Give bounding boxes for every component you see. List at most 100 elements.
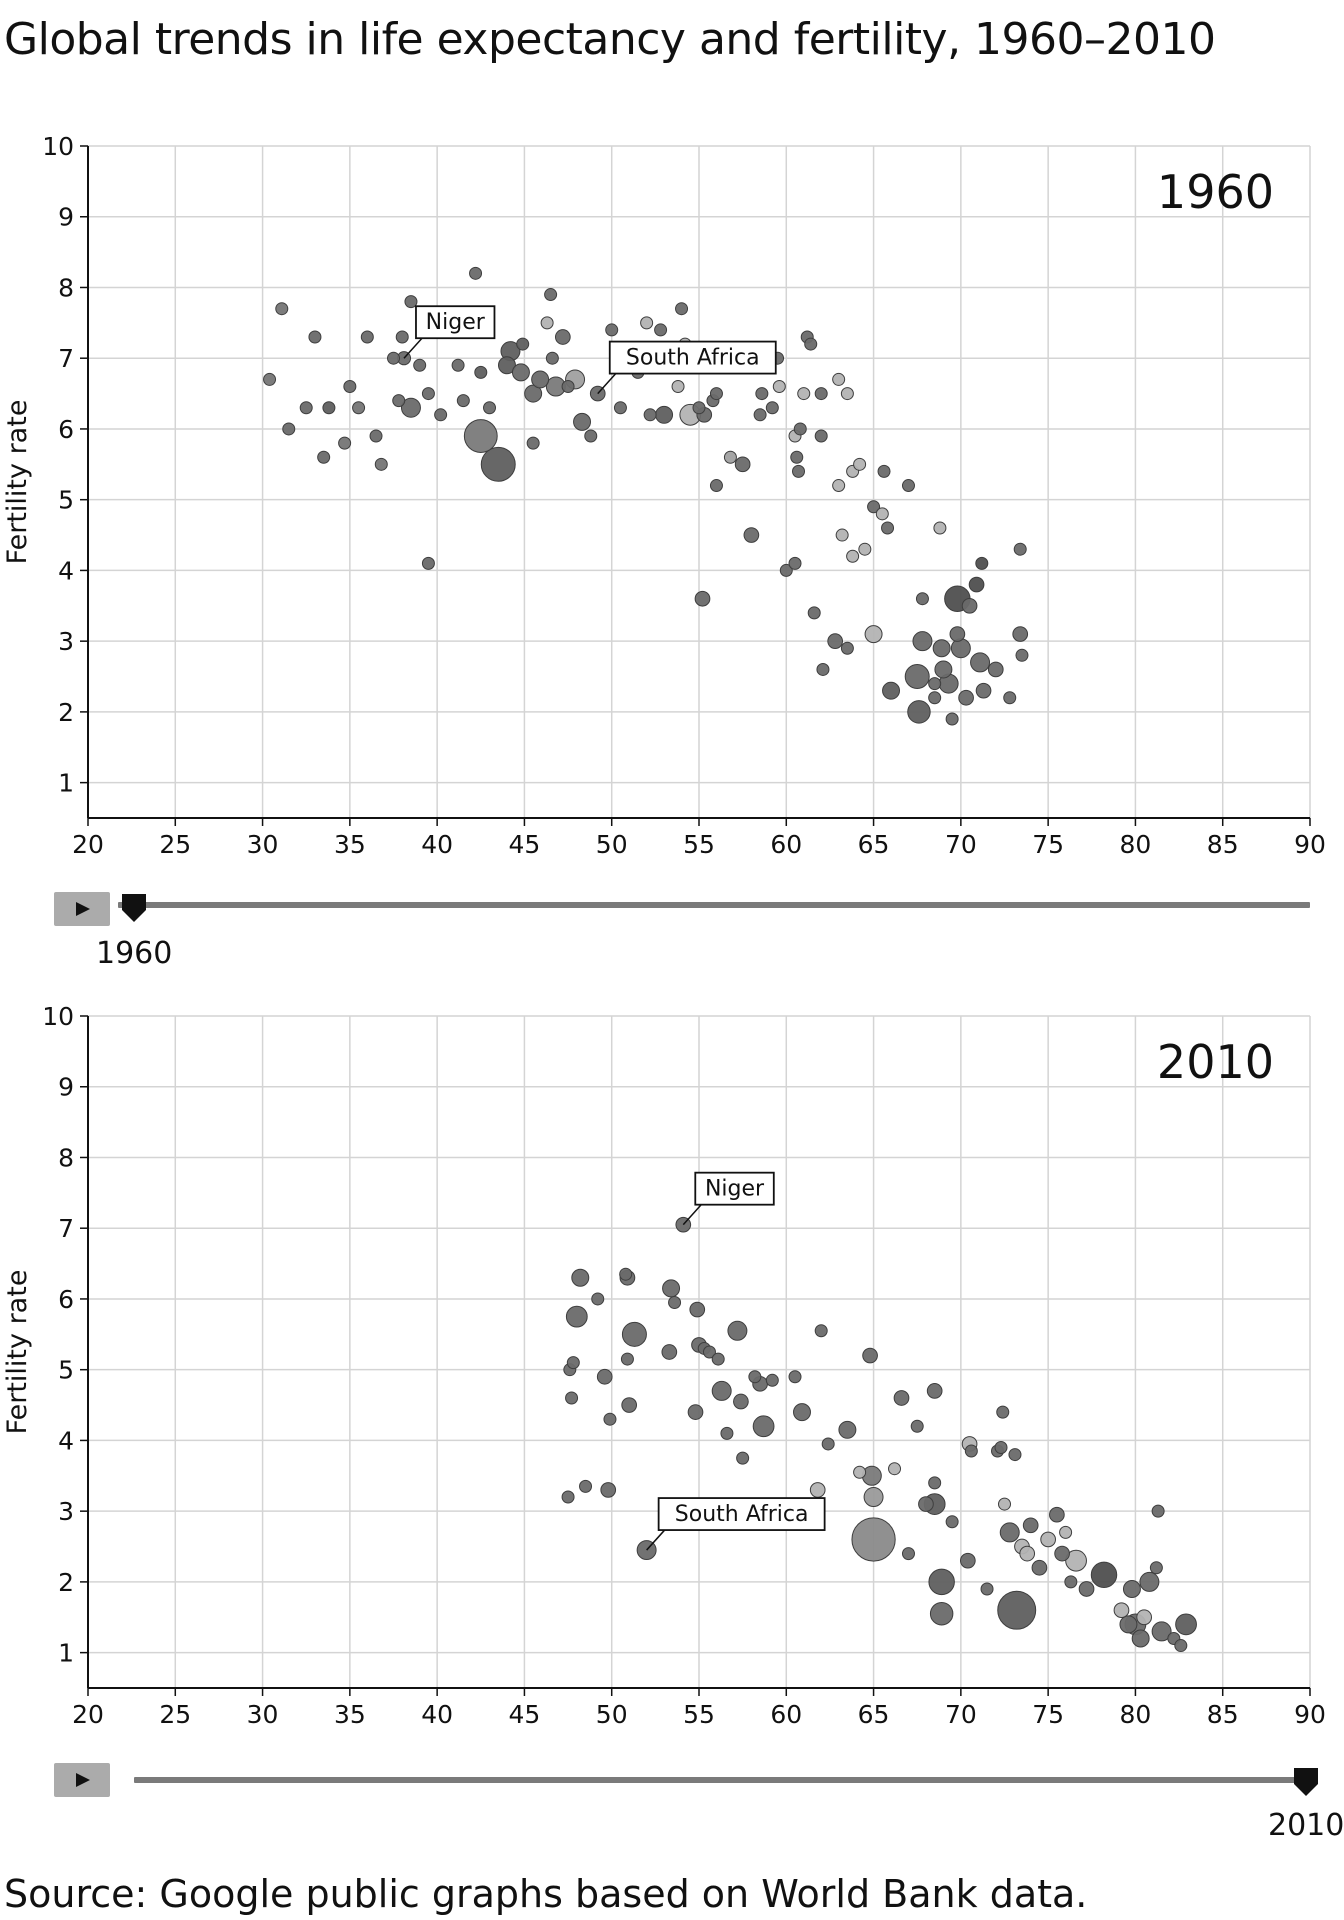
x-tick-label: 25 <box>159 1700 191 1729</box>
x-tick-label: 80 <box>1120 830 1152 859</box>
data-point <box>968 576 985 593</box>
data-point <box>400 397 421 418</box>
x-tick-label: 25 <box>159 830 191 859</box>
timeline-slider-thumb[interactable] <box>1292 1766 1320 1798</box>
data-point <box>928 1568 955 1596</box>
y-tick-label: 3 <box>58 1497 74 1526</box>
data-point <box>516 337 530 351</box>
data-point <box>888 1462 902 1476</box>
data-point <box>282 422 296 436</box>
data-point <box>480 446 516 482</box>
data-point <box>840 387 854 401</box>
data-point <box>1078 1581 1095 1597</box>
data-point <box>835 528 849 542</box>
x-tick-label: 60 <box>770 830 802 859</box>
data-point <box>950 638 971 659</box>
data-point <box>1008 1448 1022 1462</box>
data-point <box>1012 626 1029 642</box>
data-point <box>1174 1639 1188 1653</box>
data-point <box>814 429 828 443</box>
data-point <box>1122 1579 1141 1598</box>
data-point <box>901 479 915 493</box>
annotation-leader <box>682 1204 702 1226</box>
play-button[interactable] <box>54 1763 110 1797</box>
data-point <box>369 429 383 443</box>
year-indicator: 1960 <box>1157 165 1274 219</box>
timeline-slider-track[interactable] <box>118 902 1310 908</box>
annotation-leader <box>646 1529 666 1551</box>
data-point <box>915 592 929 606</box>
data-point <box>980 1582 994 1596</box>
annotation-leader <box>597 373 617 395</box>
data-point <box>788 556 802 570</box>
data-point <box>840 641 854 655</box>
data-point <box>1013 542 1027 556</box>
data-point <box>765 1373 779 1387</box>
annotation-label: Niger <box>705 1177 765 1202</box>
y-tick-label: 6 <box>58 1285 74 1314</box>
data-point <box>711 1352 725 1366</box>
data-point <box>999 1522 1020 1543</box>
data-point <box>338 436 352 450</box>
data-point <box>1131 1629 1150 1648</box>
y-tick-label: 5 <box>58 1356 74 1385</box>
scatter-chart-2010: 20 25 30 35 40 45 50 55 60 65 70 75 80 85 901234567891… <box>2 1002 1326 1729</box>
data-point <box>961 597 978 614</box>
data-point <box>793 422 807 436</box>
play-icon <box>76 902 90 916</box>
data-point <box>809 1482 826 1498</box>
data-point <box>814 1324 828 1338</box>
data-point <box>603 1412 617 1426</box>
data-point <box>619 1267 633 1281</box>
timeline-slider-thumb[interactable] <box>120 892 148 924</box>
data-point <box>910 1419 924 1433</box>
x-tick-label: 70 <box>945 1700 977 1729</box>
data-point <box>851 1517 896 1562</box>
data-point <box>893 1390 910 1406</box>
data-point <box>561 1490 575 1504</box>
data-point <box>643 408 657 422</box>
data-point <box>987 661 1004 678</box>
data-point <box>566 1356 580 1370</box>
x-tick-label: 60 <box>770 1700 802 1729</box>
data-point <box>711 1380 732 1401</box>
x-tick-label: 20 <box>72 1700 104 1729</box>
x-tick-label: 45 <box>509 1700 541 1729</box>
y-axis-title: Fertility rate <box>2 1270 33 1435</box>
data-point <box>790 450 804 464</box>
data-point <box>1065 1549 1087 1572</box>
year-indicator: 2010 <box>1157 1035 1274 1089</box>
data-point <box>1113 1602 1130 1619</box>
data-point <box>579 1479 593 1493</box>
y-tick-label: 8 <box>58 273 74 302</box>
x-tick-label: 85 <box>1207 1700 1239 1729</box>
annotation-label: South Africa <box>626 346 760 371</box>
data-point <box>933 521 947 535</box>
y-tick-label: 9 <box>58 1073 74 1102</box>
data-point <box>858 542 872 556</box>
x-tick-label: 55 <box>683 830 715 859</box>
data-point <box>591 1292 605 1306</box>
data-point <box>975 556 989 570</box>
data-point <box>1019 1545 1036 1562</box>
data-point <box>733 1393 749 1410</box>
y-tick-label: 4 <box>58 556 74 585</box>
data-point <box>904 664 930 690</box>
data-point <box>998 1497 1011 1511</box>
data-point <box>640 316 654 330</box>
y-tick-label: 3 <box>58 627 74 656</box>
data-point <box>573 412 592 431</box>
data-point <box>1040 1531 1056 1548</box>
data-point <box>1090 1561 1118 1589</box>
y-tick-label: 7 <box>58 344 74 373</box>
y-tick-label: 6 <box>58 415 74 444</box>
annotation-box <box>657 1497 826 1531</box>
timeline-slider-track[interactable] <box>134 1777 1310 1783</box>
data-point <box>531 370 550 389</box>
data-point <box>945 712 959 726</box>
data-point <box>926 1383 943 1399</box>
data-point <box>544 288 558 302</box>
play-button[interactable] <box>54 892 110 926</box>
x-tick-label: 90 <box>1294 1700 1326 1729</box>
data-point <box>668 1295 682 1309</box>
